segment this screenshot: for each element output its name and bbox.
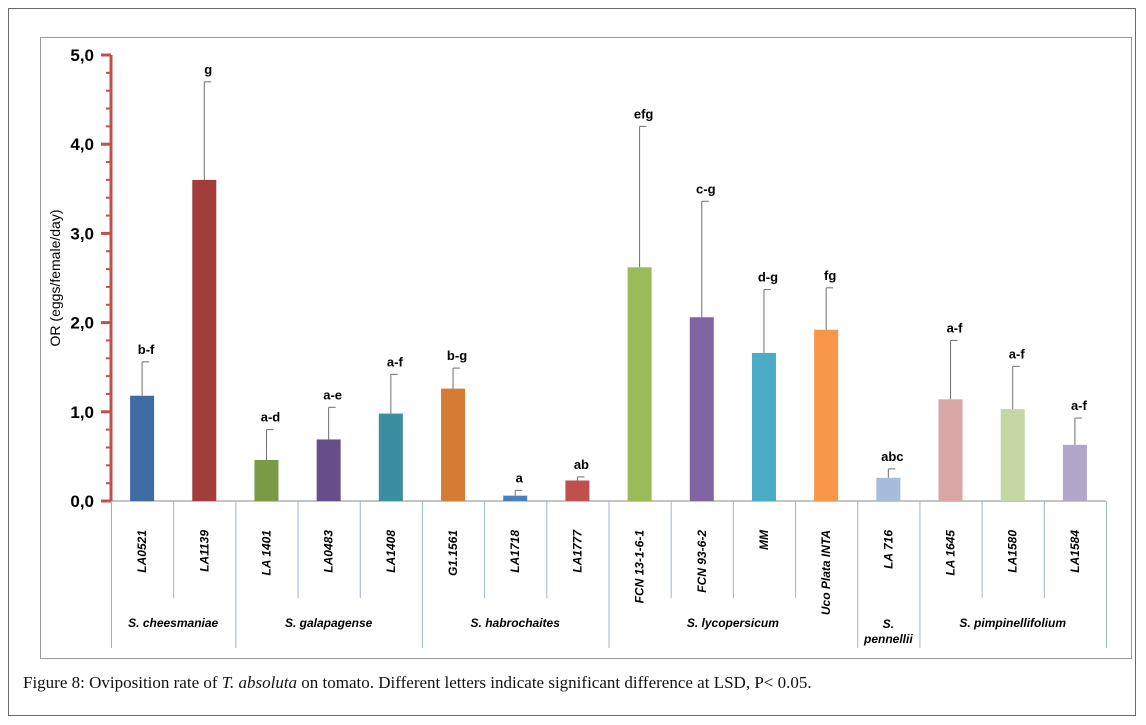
significance-label: a bbox=[516, 470, 524, 485]
bar bbox=[1062, 444, 1087, 501]
figure-frame: 0,0 1,0 2,0 3,0 4,0 5,0 OR (eggs/female/day) b-… bbox=[8, 8, 1136, 716]
bar bbox=[565, 480, 590, 501]
group-label: S. galapagense bbox=[285, 616, 373, 630]
significance-label: a-f bbox=[1071, 398, 1088, 413]
significance-label: a-f bbox=[947, 320, 964, 335]
group-label: S. bbox=[883, 617, 894, 631]
y-tick-label: 1,0 bbox=[70, 403, 94, 422]
x-tick-label: LA 1645 bbox=[944, 530, 958, 576]
significance-label: a-f bbox=[1009, 346, 1026, 361]
significance-label: b-g bbox=[447, 348, 467, 363]
significance-label: a-d bbox=[261, 410, 281, 425]
bar bbox=[378, 413, 403, 501]
y-tick-label: 2,0 bbox=[70, 314, 94, 333]
significance-label: a-e bbox=[323, 387, 342, 402]
group-label: S. pimpinellifolium bbox=[959, 616, 1066, 630]
x-tick-label: LA 1401 bbox=[259, 530, 273, 576]
y-tick-label: 4,0 bbox=[70, 135, 94, 154]
x-tick-label: MM bbox=[757, 529, 771, 550]
x-tick-label: LA1408 bbox=[384, 530, 398, 573]
x-tick-label: LA 716 bbox=[881, 530, 895, 569]
chart-area: 0,0 1,0 2,0 3,0 4,0 5,0 OR (eggs/female/day) b-… bbox=[40, 37, 1132, 659]
x-tick-label: LA0521 bbox=[135, 530, 149, 573]
x-tick-label: LA1718 bbox=[508, 530, 522, 573]
significance-label: a-f bbox=[387, 354, 404, 369]
group-label: S. lycopersicum bbox=[687, 616, 779, 630]
bar bbox=[876, 477, 901, 501]
x-tick-label: G1.1561 bbox=[446, 530, 460, 576]
bar bbox=[814, 329, 839, 501]
x-tick-label: LA1580 bbox=[1006, 530, 1020, 573]
group-label: S. habrochaites bbox=[471, 616, 561, 630]
x-tick-label: FCN 13-1-6-1 bbox=[633, 530, 647, 604]
x-tick-label: Uco Plata INTA bbox=[819, 530, 833, 615]
bar bbox=[689, 317, 714, 501]
significance-label: b-f bbox=[138, 342, 155, 357]
bar bbox=[130, 395, 155, 501]
significance-label: d-g bbox=[758, 270, 778, 285]
significance-label: c-g bbox=[696, 181, 716, 196]
significance-label: g bbox=[204, 62, 212, 77]
bar bbox=[192, 179, 217, 501]
group-label: pennellii bbox=[863, 632, 913, 646]
bar bbox=[316, 439, 341, 501]
y-tick-label: 3,0 bbox=[70, 224, 94, 243]
x-tick-label: LA1584 bbox=[1068, 530, 1082, 573]
bar bbox=[254, 459, 279, 501]
bar bbox=[441, 388, 466, 501]
caption-text-after: on tomato. Different letters indicate si… bbox=[297, 673, 812, 692]
bar bbox=[627, 267, 652, 501]
x-tick-label: LA0483 bbox=[322, 530, 336, 573]
bar bbox=[1000, 409, 1025, 501]
group-label: S. cheesmaniae bbox=[128, 616, 218, 630]
x-tick-label: LA1139 bbox=[197, 530, 211, 572]
caption-text-before: Oviposition rate of bbox=[84, 673, 222, 692]
caption-label: Figure 8: bbox=[23, 673, 85, 692]
caption-species: T. absoluta bbox=[221, 673, 298, 692]
y-tick-label: 0,0 bbox=[70, 492, 94, 511]
significance-label: ab bbox=[574, 457, 589, 472]
bar bbox=[938, 399, 963, 501]
x-tick-label: FCN 93-6-2 bbox=[695, 530, 709, 593]
y-axis-label: OR (eggs/female/day) bbox=[47, 210, 63, 347]
bar bbox=[503, 495, 528, 501]
significance-label: efg bbox=[634, 106, 654, 121]
figure-caption: Figure 8: Oviposition rate of T. absolut… bbox=[23, 673, 1123, 693]
y-tick-label: 5,0 bbox=[70, 46, 94, 65]
bar-chart: 0,0 1,0 2,0 3,0 4,0 5,0 OR (eggs/female/day) b-… bbox=[47, 46, 1107, 648]
bar bbox=[751, 352, 776, 501]
significance-label: abc bbox=[881, 449, 903, 464]
x-tick-label: LA1777 bbox=[570, 529, 584, 573]
significance-label: fg bbox=[824, 268, 836, 283]
